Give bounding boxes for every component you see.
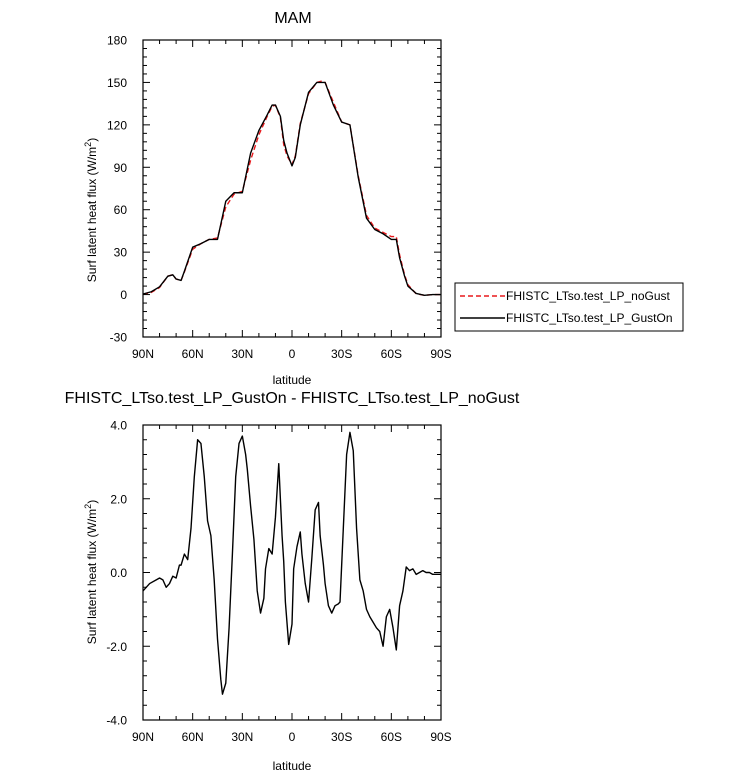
top-series-line-1 xyxy=(142,81,441,296)
bottom-panel: FHISTC_LTso.test_LP_GustOn - FHISTC_LTso… xyxy=(65,390,520,773)
bottom-y-tick-label: -2.0 xyxy=(106,640,127,654)
top-y-tick-label: 180 xyxy=(107,34,127,48)
legend-label-guston: FHISTC_LTso.test_LP_GustOn xyxy=(506,311,673,325)
top-y-tick-label: 120 xyxy=(107,118,127,132)
bottom-title: FHISTC_LTso.test_LP_GustOn - FHISTC_LTso… xyxy=(65,390,520,407)
top-panel: MAM Surf latent heat flux (W/m2) latitud… xyxy=(83,10,452,387)
top-x-tick-label: 60S xyxy=(381,347,402,361)
bottom-x-axis-label: latitude xyxy=(273,759,312,773)
top-x-tick-label: 30S xyxy=(331,347,352,361)
top-y-tick-label: 0 xyxy=(120,288,127,302)
bottom-x-tick-label: 90S xyxy=(430,730,451,744)
bottom-x-tick-label: 30S xyxy=(331,730,352,744)
bottom-series-line-0 xyxy=(142,431,441,695)
top-x-tick-label: 60N xyxy=(182,347,204,361)
bottom-y-tick-label: 2.0 xyxy=(110,492,127,506)
bottom-y-axis-label: Surf latent heat flux (W/m2) xyxy=(83,500,99,644)
bottom-y-tick-label: -4.0 xyxy=(106,714,127,728)
top-x-tick-label: 30N xyxy=(231,347,253,361)
top-plot-frame xyxy=(142,39,442,338)
top-title: MAM xyxy=(274,10,311,27)
top-x-tick-label: 90S xyxy=(430,347,451,361)
bottom-x-tick-label: 0 xyxy=(289,730,296,744)
top-x-axis-label: latitude xyxy=(273,373,312,387)
svg-text:Surf latent heat flux (W/m2): Surf latent heat flux (W/m2) xyxy=(83,138,99,282)
top-y-tick-label: -30 xyxy=(110,331,128,345)
bottom-x-tick-label: 60S xyxy=(381,730,402,744)
bottom-x-tick-label: 30N xyxy=(231,730,253,744)
bottom-y-tick-label: 4.0 xyxy=(110,419,127,433)
top-y-tick-label: 30 xyxy=(114,246,128,260)
top-x-tick-label: 0 xyxy=(289,347,296,361)
bottom-x-tick-label: 90N xyxy=(132,730,154,744)
top-y-tick-label: 150 xyxy=(107,76,127,90)
top-y-axis-label: Surf latent heat flux (W/m2) xyxy=(83,138,99,282)
top-y-tick-label: 60 xyxy=(114,203,128,217)
legend: FHISTC_LTso.test_LP_noGust FHISTC_LTso.t… xyxy=(454,282,684,332)
top-y-tick-label: 90 xyxy=(114,161,128,175)
bottom-x-tick-label: 60N xyxy=(182,730,204,744)
top-x-tick-label: 90N xyxy=(132,347,154,361)
legend-label-nogust: FHISTC_LTso.test_LP_noGust xyxy=(506,289,671,303)
svg-text:Surf latent heat flux (W/m2): Surf latent heat flux (W/m2) xyxy=(83,500,99,644)
bottom-plot-frame xyxy=(142,424,442,721)
legend-box xyxy=(454,282,684,332)
bottom-y-tick-label: 0.0 xyxy=(110,566,127,580)
